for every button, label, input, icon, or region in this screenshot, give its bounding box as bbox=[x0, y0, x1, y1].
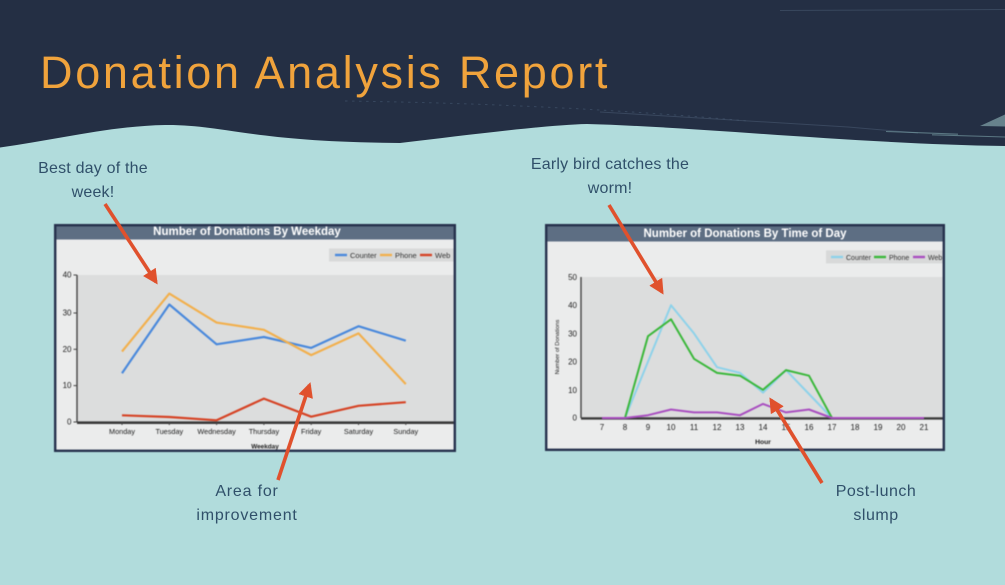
svg-text:0: 0 bbox=[67, 418, 72, 427]
svg-text:10: 10 bbox=[568, 386, 577, 395]
svg-text:16: 16 bbox=[805, 423, 814, 432]
svg-text:Wednesday: Wednesday bbox=[197, 427, 236, 436]
svg-text:Saturday: Saturday bbox=[344, 427, 374, 436]
svg-text:Sunday: Sunday bbox=[393, 427, 418, 436]
svg-text:7: 7 bbox=[600, 423, 605, 432]
svg-text:8: 8 bbox=[623, 423, 628, 432]
svg-text:13: 13 bbox=[736, 423, 745, 432]
svg-text:17: 17 bbox=[828, 423, 837, 432]
svg-text:Hour: Hour bbox=[755, 439, 771, 446]
svg-text:Thursday: Thursday bbox=[249, 427, 280, 436]
svg-text:Monday: Monday bbox=[109, 427, 135, 436]
svg-text:20: 20 bbox=[568, 358, 577, 367]
svg-text:12: 12 bbox=[713, 423, 722, 432]
svg-text:18: 18 bbox=[851, 423, 860, 432]
svg-text:10: 10 bbox=[63, 381, 72, 390]
svg-text:20: 20 bbox=[897, 423, 906, 432]
svg-text:30: 30 bbox=[568, 329, 577, 338]
svg-text:10: 10 bbox=[667, 423, 676, 432]
svg-text:Phone: Phone bbox=[395, 251, 417, 260]
svg-text:30: 30 bbox=[63, 309, 72, 318]
svg-text:Number of Donations: Number of Donations bbox=[555, 320, 561, 375]
svg-text:Counter: Counter bbox=[350, 251, 377, 260]
svg-text:21: 21 bbox=[920, 423, 929, 432]
svg-text:40: 40 bbox=[568, 301, 577, 310]
svg-text:15: 15 bbox=[782, 423, 791, 432]
svg-text:0: 0 bbox=[573, 414, 578, 423]
svg-text:Phone: Phone bbox=[889, 255, 909, 262]
svg-text:11: 11 bbox=[690, 423, 699, 432]
svg-text:19: 19 bbox=[874, 423, 883, 432]
svg-text:9: 9 bbox=[646, 423, 651, 432]
svg-text:50: 50 bbox=[568, 273, 577, 282]
svg-text:Weekday: Weekday bbox=[251, 444, 279, 451]
svg-text:20: 20 bbox=[63, 345, 72, 354]
svg-text:14: 14 bbox=[759, 423, 768, 432]
svg-text:Web: Web bbox=[928, 255, 942, 262]
svg-text:Friday: Friday bbox=[301, 427, 322, 436]
svg-text:Web: Web bbox=[435, 251, 450, 260]
svg-text:Tuesday: Tuesday bbox=[155, 427, 183, 436]
svg-text:40: 40 bbox=[63, 271, 72, 280]
svg-text:Number of Donations By Weekday: Number of Donations By Weekday bbox=[153, 226, 341, 238]
svg-text:Number of Donations By Time of: Number of Donations By Time of Day bbox=[644, 228, 848, 240]
svg-text:Counter: Counter bbox=[846, 255, 872, 262]
